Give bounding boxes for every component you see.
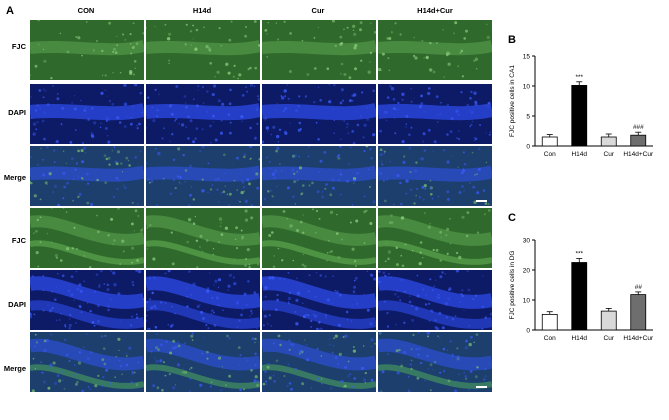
micrograph-dapi-cur	[262, 84, 376, 144]
x-tick-label: Con	[544, 335, 556, 342]
column-header-con: CON	[77, 6, 95, 15]
y-tick-label: 10	[523, 84, 531, 91]
micrograph-image	[30, 84, 144, 144]
x-tick-label: H14d+Cur	[623, 335, 654, 342]
x-tick-label: H14d+Cur	[623, 151, 654, 158]
micrograph-image	[378, 208, 492, 268]
micrograph-dapi-h14d-cur	[378, 84, 492, 144]
scale-bar	[476, 200, 487, 202]
bar-h14d-cur	[630, 294, 647, 331]
micrograph-image	[30, 146, 144, 206]
micrograph-merge-h14d	[146, 332, 260, 392]
micrograph-fjc-con	[30, 20, 144, 80]
significance-label: ***	[575, 251, 583, 258]
micrograph-merge-con	[30, 146, 144, 206]
x-tick-label: Cur	[604, 151, 615, 158]
micrograph-dapi-h14d	[146, 84, 260, 144]
micrograph-image	[378, 332, 492, 392]
panel-a-letter: A	[6, 5, 14, 17]
micrograph-image	[262, 332, 376, 392]
micrograph-merge-h14d-cur	[378, 332, 492, 392]
micrograph-image	[30, 332, 144, 392]
micrograph-grid: CON H14d Cur H14d+Cur FJC DAPI Merge FJC…	[3, 6, 492, 392]
y-tick-label: 15	[523, 54, 531, 61]
micrograph-fjc-h14d	[146, 20, 260, 80]
y-axis-label: FJC positive cells in DG	[509, 251, 516, 320]
significance-label: ##	[635, 284, 643, 291]
row-label-dapi-dg: DAPI	[8, 300, 26, 309]
micrograph-image	[30, 270, 144, 330]
y-tick-label: 20	[523, 268, 531, 275]
row-label-merge-dg: Merge	[3, 364, 26, 373]
micrograph-image	[146, 270, 260, 330]
micrograph-fjc-h14d-cur	[378, 20, 492, 80]
micrograph-image	[262, 20, 376, 80]
x-tick-label: Con	[544, 151, 556, 158]
micrograph-image	[378, 146, 492, 206]
y-tick-label: 0	[526, 144, 530, 151]
micrograph-dapi-cur	[262, 270, 376, 330]
micrograph-merge-con	[30, 332, 144, 392]
chart-b-svg: 0 5 10 15 FJC positive cells in CA1 Con *** H14…	[509, 54, 654, 159]
micrograph-merge-h14d	[146, 146, 260, 206]
micrograph-image	[30, 20, 144, 80]
bar-con	[541, 136, 558, 147]
panel-c-letter: C	[508, 212, 516, 224]
micrograph-merge-cur	[262, 332, 376, 392]
micrograph-image	[262, 208, 376, 268]
x-tick-label: H14d	[571, 335, 587, 342]
micrograph-image	[146, 20, 260, 80]
micrograph-image	[146, 208, 260, 268]
micrograph-image	[146, 146, 260, 206]
micrograph-merge-h14d-cur	[378, 146, 492, 206]
bar-h14d	[571, 85, 588, 147]
column-header-h14d: H14d	[192, 6, 212, 15]
micrograph-image	[378, 20, 492, 80]
micrograph-image	[30, 208, 144, 268]
bar-con	[541, 314, 558, 331]
micrograph-image	[262, 270, 376, 330]
column-header-h14d-cur: H14d+Cur	[417, 6, 453, 15]
micrograph-image	[146, 84, 260, 144]
scale-bar	[476, 386, 487, 388]
bar-cur	[600, 136, 617, 147]
x-tick-label: H14d	[571, 151, 587, 158]
significance-label: ###	[633, 124, 644, 131]
y-tick-label: 0	[526, 328, 530, 335]
significance-label: ***	[575, 74, 583, 81]
row-label-fjc-ca1: FJC	[11, 42, 26, 51]
y-tick-label: 5	[526, 114, 530, 121]
y-tick-label: 10	[523, 298, 531, 305]
x-tick-label: Cur	[604, 335, 615, 342]
row-label-merge-ca1: Merge	[3, 173, 26, 182]
micrograph-fjc-cur	[262, 20, 376, 80]
bar-h14d-cur	[630, 134, 647, 147]
micrograph-fjc-cur	[262, 208, 376, 268]
row-label-fjc-dg: FJC	[11, 236, 26, 245]
y-axis-label: FJC positive cells in CA1	[509, 65, 516, 137]
micrograph-dapi-h14d	[146, 270, 260, 330]
micrograph-merge-cur	[262, 146, 376, 206]
bar-h14d	[571, 262, 588, 331]
micrograph-fjc-h14d	[146, 208, 260, 268]
micrograph-image	[262, 84, 376, 144]
micrograph-image	[146, 332, 260, 392]
panel-b-letter: B	[508, 34, 516, 46]
micrograph-image	[378, 84, 492, 144]
chart-c-svg: 0 10 20 30 FJC positive cells in DG Con *** H14…	[509, 238, 654, 343]
column-header-cur: Cur	[311, 6, 325, 15]
micrograph-dapi-h14d-cur	[378, 270, 492, 330]
row-label-dapi-ca1: DAPI	[8, 108, 26, 117]
micrograph-fjc-con	[30, 208, 144, 268]
chart-c-fjc-dg: 0 10 20 30 FJC positive cells in DG Con *** H14…	[505, 224, 669, 344]
bar-cur	[600, 310, 617, 331]
chart-b-fjc-ca1: 0 5 10 15 FJC positive cells in CA1 Con *** H14…	[505, 40, 669, 160]
micrograph-image	[378, 270, 492, 330]
micrograph-dapi-con	[30, 270, 144, 330]
micrograph-dapi-con	[30, 84, 144, 144]
y-tick-label: 30	[523, 238, 531, 245]
micrograph-image	[262, 146, 376, 206]
micrograph-fjc-h14d-cur	[378, 208, 492, 268]
